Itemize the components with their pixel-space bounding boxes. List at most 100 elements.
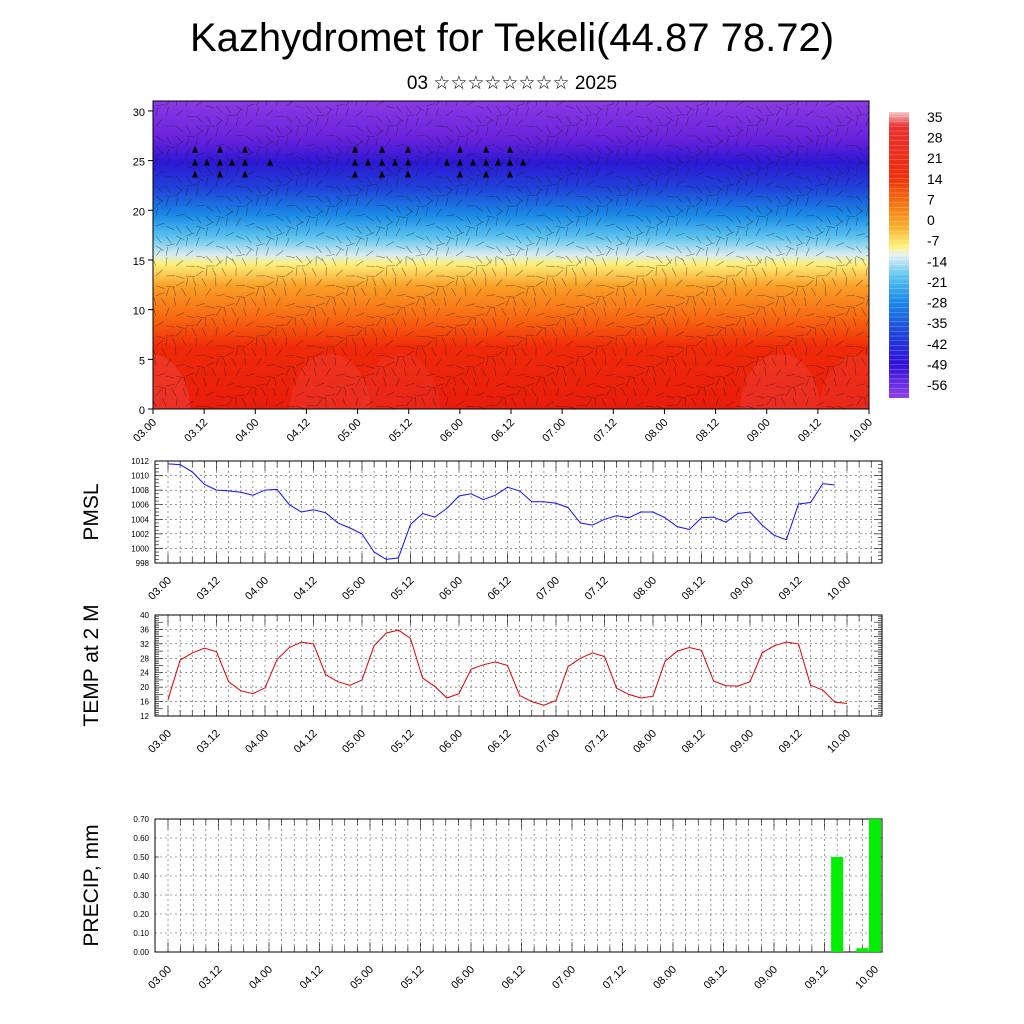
wind-vector [835, 312, 845, 317]
wind-vector [345, 175, 355, 179]
wind-vector [745, 115, 752, 124]
wind-vector [585, 205, 593, 213]
wind-vector [305, 105, 313, 113]
wind-vector [725, 349, 733, 357]
wind-vector [421, 397, 427, 407]
wind-vector [591, 308, 597, 317]
wind-vector [865, 117, 869, 127]
wind-vector [275, 125, 282, 134]
wind-vector [305, 127, 309, 137]
wind-vector [645, 387, 650, 397]
wind-vector [403, 307, 407, 317]
wind-vector [205, 288, 212, 297]
wind-vector [265, 275, 275, 279]
colorbar-label: -42 [927, 336, 947, 352]
wind-vector [785, 385, 795, 389]
wind-vector [175, 238, 181, 247]
wind-vector [815, 237, 818, 247]
wind-vector [255, 257, 258, 267]
wind-vector [325, 167, 330, 177]
wind-vector [655, 264, 665, 267]
wind-vector [825, 269, 833, 277]
wind-vector [275, 315, 285, 319]
wind-vector [455, 365, 465, 369]
wind-vector [805, 110, 814, 117]
wind-vector [335, 248, 342, 257]
wind-vector [332, 347, 337, 357]
wind-vector [285, 318, 292, 327]
wind-vector [745, 105, 755, 110]
wind-vector [365, 365, 375, 369]
panel-frame [154, 818, 883, 953]
wind-vector [615, 247, 618, 257]
wind-vector [655, 241, 665, 247]
wind-vector [325, 218, 331, 227]
wind-vector [295, 227, 298, 237]
wind-vector [473, 377, 477, 387]
wind-vector [355, 329, 363, 337]
wind-vector [351, 337, 357, 347]
wind-vector [501, 257, 507, 267]
wind-vector [365, 148, 371, 157]
wind-vector [845, 165, 855, 170]
wind-vector [635, 115, 645, 119]
wind-vector [755, 177, 760, 187]
wind-vector [585, 398, 592, 407]
wind-vector [305, 227, 311, 237]
wind-vector [185, 372, 195, 377]
wind-vector [342, 397, 347, 407]
wind-vector [272, 387, 277, 397]
wind-vector [185, 250, 194, 257]
wind-vector [705, 157, 711, 167]
wind-vector [595, 218, 602, 227]
wind-barb [217, 158, 223, 166]
wind-vector [755, 195, 765, 198]
wind-vector [325, 108, 332, 117]
wind-vector [403, 367, 407, 377]
wind-vector [415, 394, 425, 397]
wind-vector [575, 305, 585, 309]
wind-vector [435, 107, 439, 117]
wind-vector [455, 125, 462, 134]
wind-vector [692, 297, 697, 307]
wind-vector [705, 359, 713, 367]
wind-vector [194, 287, 197, 297]
wind-vector [815, 265, 825, 268]
wind-vector [301, 267, 307, 277]
wind-vector [453, 377, 457, 387]
wind-vector [805, 375, 815, 378]
wind-vector [755, 357, 759, 367]
wind-vector [295, 361, 305, 367]
wind-vector [333, 297, 337, 307]
wind-vector [405, 117, 409, 127]
wind-vector [395, 205, 402, 214]
wind-vector [785, 285, 795, 289]
wind-vector [575, 377, 581, 387]
wind-vector [425, 135, 434, 142]
wind-vector [455, 277, 458, 287]
wind-vector [825, 187, 830, 197]
wind-vector [355, 325, 365, 329]
wind-vector [475, 305, 485, 309]
wind-vector [775, 218, 782, 227]
wind-vector [475, 215, 483, 223]
x-tick-label: 07.12 [583, 728, 611, 756]
wind-vector [531, 388, 537, 397]
wind-vector [305, 143, 315, 147]
wind-vector [775, 235, 785, 241]
wind-vector [575, 144, 585, 147]
wind-vector [805, 275, 815, 279]
wind-vector [255, 307, 260, 317]
wind-vector [425, 235, 432, 244]
wind-vector [395, 217, 400, 227]
wind-vector [585, 350, 594, 357]
wind-vector [375, 237, 380, 247]
wind-vector [405, 382, 415, 387]
wind-vector [605, 245, 615, 251]
wind-vector [165, 243, 175, 247]
wind-vector [605, 107, 609, 117]
wind-vector [545, 115, 555, 118]
wind-vector [791, 298, 797, 307]
wind-vector [445, 237, 451, 247]
wind-vector [295, 288, 302, 297]
